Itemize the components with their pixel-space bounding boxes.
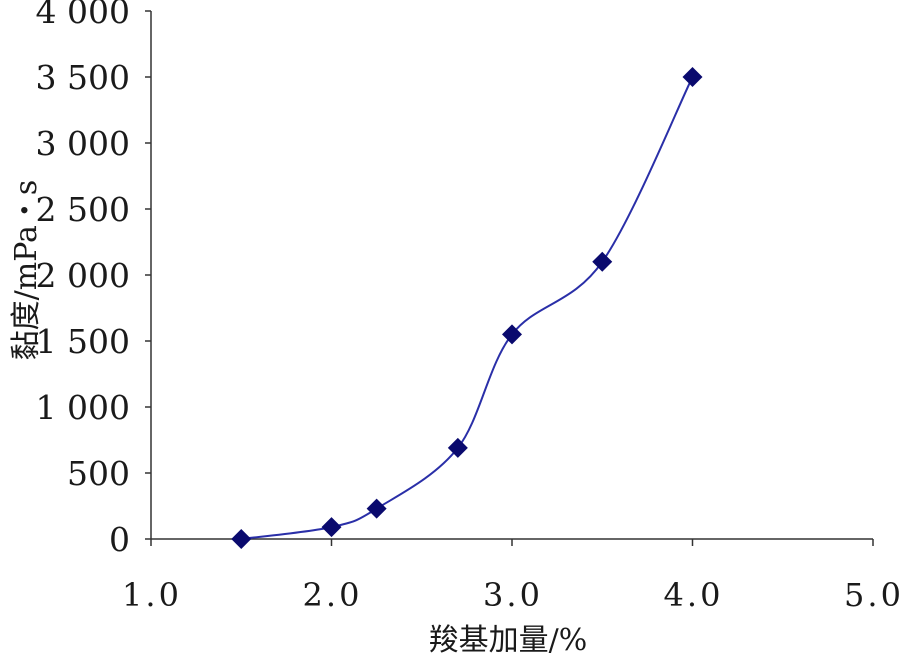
- y-tick-label: 1 500: [36, 322, 130, 361]
- y-axis-title: 黏度/mPa・s: [9, 180, 44, 361]
- y-tick-label: 500: [67, 454, 130, 493]
- x-tick-label: 3.0: [483, 576, 543, 614]
- y-tick-label: 4 000: [36, 0, 130, 31]
- y-tick-label: 2 000: [36, 256, 130, 295]
- axes: [150, 11, 873, 540]
- data-point-marker: [447, 437, 468, 458]
- x-tick-label: 1.0: [122, 576, 182, 614]
- y-tick-label: 0: [109, 520, 130, 559]
- data-series: [241, 76, 694, 540]
- y-tick-label: 3 000: [36, 124, 130, 163]
- data-markers: [231, 67, 703, 549]
- x-tick-label: 2.0: [303, 576, 363, 614]
- x-tick-label: 5.0: [844, 576, 904, 614]
- x-axis-ticks: 1.0 2.0 3.0 4.0 5.0: [122, 539, 904, 614]
- data-point-marker: [682, 67, 703, 87]
- series-line: [241, 76, 694, 540]
- data-point-marker: [231, 529, 252, 549]
- y-tick-label: 1 000: [36, 388, 130, 427]
- data-point-marker: [592, 251, 613, 272]
- data-point-marker: [502, 324, 522, 345]
- y-tick-label: 2 500: [36, 190, 130, 229]
- y-axis-ticks: 0 500 1 000 1 500 2 000 2 500 3 000 3 500 4 000: [36, 0, 151, 559]
- x-tick-label: 4.0: [664, 576, 724, 614]
- x-axis-title: 羧基加量/%: [429, 623, 588, 658]
- data-point-marker: [321, 517, 342, 538]
- data-point-marker: [366, 498, 387, 519]
- y-tick-label: 3 500: [36, 58, 130, 97]
